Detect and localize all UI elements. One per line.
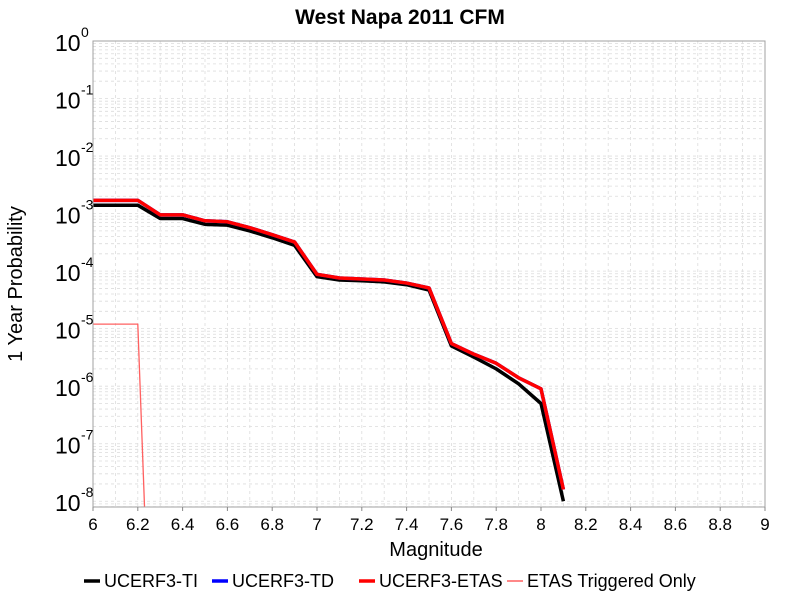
x-tick-label: 7.8 <box>484 515 508 534</box>
y-axis-label: 1 Year Probability <box>5 206 27 362</box>
x-tick-label: 8.2 <box>574 515 598 534</box>
y-tick-label: 10 <box>55 375 81 401</box>
x-tick-label: 8.6 <box>664 515 688 534</box>
legend-label-1: UCERF3-TD <box>232 571 334 591</box>
y-tick-exponent: -8 <box>81 484 94 500</box>
y-tick-exponent: -3 <box>81 197 94 213</box>
y-tick-label: 10 <box>55 30 81 56</box>
y-tick-label: 10 <box>55 490 81 516</box>
x-axis-label: Magnitude <box>389 539 482 561</box>
x-tick-label: 9 <box>760 515 769 534</box>
y-tick-label: 10 <box>55 88 81 114</box>
x-tick-label: 8.4 <box>619 515 643 534</box>
y-tick-exponent: -7 <box>81 427 94 443</box>
y-tick-exponent: -6 <box>81 369 94 385</box>
x-tick-label: 7.2 <box>350 515 374 534</box>
legend-label-2: UCERF3-ETAS <box>379 571 503 591</box>
chart-title: West Napa 2011 CFM <box>295 6 505 29</box>
series-line-2 <box>93 198 566 490</box>
y-tick-label: 10 <box>55 145 81 171</box>
y-tick-label: 10 <box>55 433 81 459</box>
x-tick-label: 6.4 <box>171 515 195 534</box>
series-layer <box>93 198 566 507</box>
y-tick-exponent: -2 <box>81 139 94 155</box>
y-tick-label: 10 <box>55 318 81 344</box>
legend-label-3: ETAS Triggered Only <box>527 571 696 591</box>
x-ticks: 6 6.2 6.4 6.6 6.8 7 7.2 7.4 7.6 7.8 8 8.2 8.4 8.6 8.8 9 <box>88 507 770 534</box>
y-tick-exponent: -4 <box>81 254 94 270</box>
x-tick-label: 6.8 <box>260 515 284 534</box>
legend-label-0: UCERF3-TI <box>104 571 198 591</box>
plot-frame <box>92 40 766 508</box>
y-tick-label: 10 <box>55 260 81 286</box>
x-tick-label: 7.4 <box>395 515 419 534</box>
series-line-0 <box>93 203 566 502</box>
x-tick-label: 7 <box>312 515 321 534</box>
x-tick-label: 8 <box>536 515 545 534</box>
x-tick-label: 6.6 <box>216 515 240 534</box>
y-tick-exponent: -1 <box>81 82 94 98</box>
y-tick-label: 10 <box>55 203 81 229</box>
x-tick-label: 6 <box>88 515 97 534</box>
y-tick-exponent: -5 <box>81 312 94 328</box>
x-tick-label: 8.8 <box>708 515 732 534</box>
y-tick-exponent: 0 <box>81 24 89 40</box>
series-line-3 <box>93 323 146 507</box>
legend: UCERF3-TI UCERF3-TD UCERF3-ETAS ETAS Trigge… <box>84 571 696 591</box>
x-tick-label: 7.6 <box>440 515 464 534</box>
x-tick-label: 6.2 <box>126 515 150 534</box>
